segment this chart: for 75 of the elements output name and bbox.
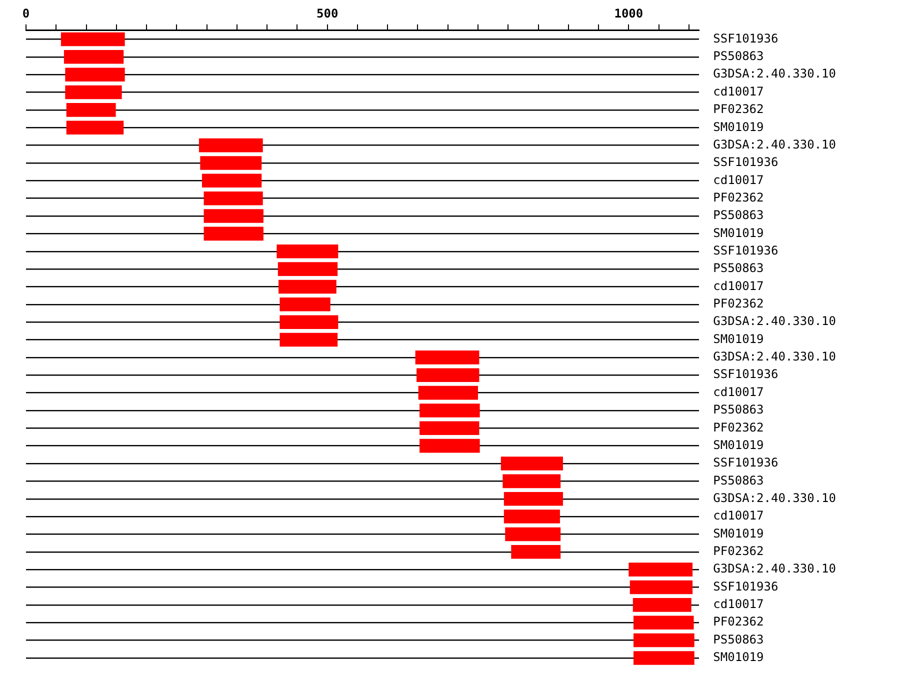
y-tick-label: SM01019 — [713, 226, 764, 240]
y-tick-label: PS50863 — [713, 632, 764, 646]
bar — [66, 103, 116, 117]
bar — [200, 156, 262, 170]
y-tick-label: PF02362 — [713, 544, 764, 558]
y-tick-label: PS50863 — [713, 208, 764, 222]
y-tick-label: SM01019 — [713, 120, 764, 134]
bar — [280, 298, 330, 312]
x-tick-label: 0 — [22, 6, 30, 20]
bar — [502, 474, 561, 488]
y-tick-label: SM01019 — [713, 332, 764, 346]
bar — [633, 616, 694, 630]
y-tick-label: PS50863 — [713, 402, 764, 417]
y-tick-label: PS50863 — [713, 261, 764, 276]
bar — [505, 527, 561, 542]
bar — [278, 262, 338, 276]
y-tick-label: PF02362 — [713, 420, 764, 434]
y-tick-label: SSF101936 — [713, 31, 778, 46]
y-tick-label: G3DSA:2.40.330.10 — [713, 314, 836, 328]
bar — [630, 580, 693, 594]
bar — [276, 244, 338, 258]
bar — [198, 138, 263, 152]
y-tick-label: G3DSA:2.40.330.10 — [713, 562, 836, 576]
x-tick-label: 1000 — [614, 6, 644, 20]
bar — [65, 68, 125, 82]
bar — [416, 368, 480, 382]
bar — [633, 633, 694, 648]
bar — [278, 280, 336, 294]
bar — [420, 404, 480, 418]
y-tick-label: cd10017 — [713, 597, 764, 612]
y-tick-label: PF02362 — [713, 102, 764, 116]
bar — [420, 421, 480, 436]
bar — [60, 32, 125, 46]
bar — [204, 209, 264, 223]
y-tick-label: PF02362 — [713, 190, 764, 204]
y-tick-label: G3DSA:2.40.330.10 — [713, 490, 836, 505]
bar — [504, 510, 560, 524]
bar — [66, 120, 124, 135]
y-tick-label: SSF101936 — [713, 579, 778, 594]
bar — [504, 492, 563, 506]
y-tick-label: SM01019 — [713, 526, 764, 540]
bar — [280, 332, 338, 347]
y-tick-label: SM01019 — [713, 438, 764, 452]
bar — [204, 226, 264, 241]
y-tick-label: PF02362 — [713, 296, 764, 311]
y-tick-label: PF02362 — [713, 614, 764, 629]
y-tick-label: SSF101936 — [713, 155, 778, 170]
bar — [204, 191, 263, 206]
bar — [280, 315, 338, 329]
bar — [420, 438, 480, 453]
y-tick-label: PS50863 — [713, 473, 764, 488]
bar — [64, 50, 124, 64]
y-tick-label: G3DSA:2.40.330.10 — [713, 137, 836, 152]
bar — [511, 545, 561, 559]
y-tick-label: SSF101936 — [713, 456, 778, 470]
bar — [628, 562, 693, 576]
y-tick-label: G3DSA:2.40.330.10 — [713, 66, 836, 81]
bar — [415, 350, 480, 364]
y-tick-label: cd10017 — [713, 278, 764, 293]
y-tick-label: PS50863 — [713, 49, 764, 64]
y-tick-label: G3DSA:2.40.330.10 — [713, 350, 836, 364]
y-tick-label: cd10017 — [713, 172, 764, 187]
bar — [418, 386, 478, 400]
y-tick-label: cd10017 — [713, 508, 764, 523]
y-tick-label: SSF101936 — [713, 243, 778, 258]
x-tick-label: 500 — [316, 6, 338, 20]
bar — [65, 85, 122, 100]
y-tick-label: SSF101936 — [713, 367, 778, 382]
bar — [632, 598, 692, 612]
y-tick-label: SM01019 — [713, 650, 764, 664]
bar — [202, 174, 262, 188]
bar — [633, 651, 694, 665]
y-tick-label: cd10017 — [713, 84, 764, 98]
y-tick-label: cd10017 — [713, 384, 764, 399]
bar — [500, 456, 563, 470]
